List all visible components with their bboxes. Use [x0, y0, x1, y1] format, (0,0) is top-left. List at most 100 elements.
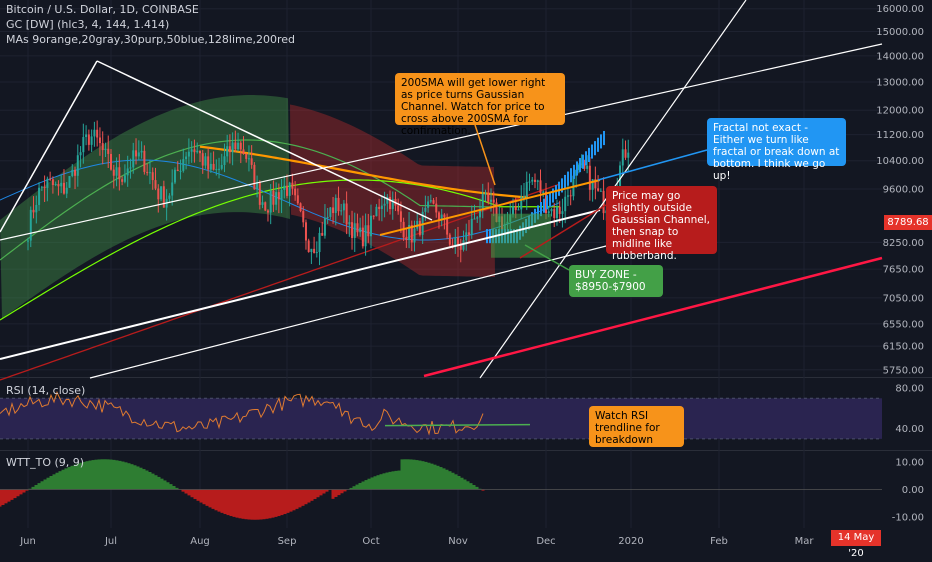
buy-zone-callout[interactable]: BUY ZONE - $8950-$7900: [569, 265, 663, 297]
candle-body: [534, 179, 536, 182]
candle-body: [256, 182, 259, 190]
chart-title: Bitcoin / U.S. Dollar, 1D, COINBASE: [6, 3, 199, 16]
moving-averages-legend[interactable]: MAs 9orange,20gray,30purp,50blue,128lime…: [6, 33, 296, 46]
candle-body: [49, 178, 52, 180]
price-tick-label: 14000.00: [876, 51, 924, 62]
candle-body: [437, 212, 440, 220]
candle-body: [294, 188, 297, 196]
candle-body: [277, 192, 280, 200]
red-trend-line: [423, 256, 883, 378]
chart-canvas[interactable]: 16000.00 15000.00 14000.00 13000.00 12000.00…: [0, 0, 932, 550]
rsi-line: [0, 391, 484, 436]
candle-body: [307, 240, 310, 253]
candle-body: [107, 148, 110, 154]
price-tick-label: 16000.00: [876, 4, 924, 15]
time-axis[interactable]: Jun Jul Aug Sep Oct Nov Dec 2020 Feb Mar: [19, 536, 814, 547]
candle-body: [228, 146, 231, 153]
rsi-callout[interactable]: Watch RSI trendline for breakdown: [589, 406, 684, 447]
candle-body: [272, 190, 275, 205]
candle-body: [215, 168, 218, 170]
candle-body: [539, 180, 542, 193]
rsi-tick-label: 80.00: [895, 384, 924, 395]
price-tick-label: 10400.00: [876, 156, 924, 167]
candle-body: [193, 149, 196, 153]
price-tick-label: 8250.00: [883, 238, 924, 249]
candle-body: [140, 150, 143, 153]
rsi-trendline: [384, 423, 531, 427]
candle-body: [157, 188, 160, 200]
candle-body: [283, 185, 286, 190]
candle-body: [209, 163, 212, 170]
current-price-tag: 8789.68: [884, 215, 932, 230]
sma200-callout[interactable]: 200SMA will get lower right as price tur…: [395, 73, 565, 137]
outside-pointer: [519, 204, 607, 259]
candle-body: [528, 181, 531, 183]
candle-body: [250, 158, 253, 165]
candle-body: [566, 195, 569, 197]
candle-body: [569, 195, 572, 197]
candle-body: [76, 155, 79, 176]
candle-body: [253, 164, 256, 190]
triangle-left-line: [0, 60, 98, 233]
candle-body: [514, 206, 517, 211]
candle-body: [204, 156, 207, 166]
wtt-legend[interactable]: WTT_TO (9, 9): [6, 456, 85, 469]
candle-body: [542, 191, 545, 193]
candle-body: [624, 149, 627, 158]
candle-body: [408, 224, 411, 241]
rsi-legend[interactable]: RSI (14, close): [6, 384, 86, 397]
candle-body: [98, 137, 101, 144]
candle-body: [62, 182, 65, 194]
gaussian-channel: [0, 95, 497, 319]
candle-body: [154, 180, 157, 189]
candle-body: [82, 137, 85, 153]
candle-body: [583, 163, 586, 169]
candle-body: [269, 190, 272, 213]
candle-body: [564, 196, 567, 212]
price-axis[interactable]: 16000.00 15000.00 14000.00 13000.00 12000.00…: [876, 4, 924, 523]
candle-body: [588, 165, 591, 190]
candle-body: [234, 142, 237, 150]
candle-body: [361, 227, 364, 247]
upper-channel-line: [0, 43, 883, 241]
candle-body: [151, 172, 154, 181]
candle-body: [54, 183, 57, 186]
candle-body: [60, 182, 63, 187]
candle-body: [383, 203, 386, 206]
candle-body: [389, 196, 392, 210]
candle-body: [364, 225, 367, 247]
candle-body: [481, 193, 484, 211]
candle-body: [27, 240, 29, 242]
candle-body: [160, 186, 163, 200]
candle-body: [457, 237, 459, 246]
candle-body: [597, 188, 600, 191]
gaussian-channel-legend[interactable]: GC [DW] (hlc3, 4, 144, 1.414): [6, 18, 170, 31]
candle-body: [304, 222, 307, 241]
candle-body: [468, 232, 470, 235]
time-tick-label: Mar: [795, 536, 815, 547]
wtt-tick-label: 0.00: [902, 485, 924, 496]
candle-body: [525, 181, 528, 197]
candle-body: [561, 211, 564, 214]
candle-body: [291, 182, 294, 189]
candle-body: [207, 156, 210, 170]
gaussian-midline: [0, 139, 497, 261]
candle-body: [104, 148, 107, 151]
candle-body: [313, 248, 316, 253]
ma-200-red: [0, 183, 561, 381]
outside-channel-callout[interactable]: Price may go slightly outside Gaussian C…: [606, 186, 717, 262]
candle-body: [580, 163, 583, 165]
ma-9-orange: [199, 145, 529, 199]
candle-body: [440, 214, 443, 220]
candle-body: [356, 223, 359, 233]
candle-body: [448, 234, 451, 245]
candle-body: [101, 143, 104, 151]
candle-body: [85, 134, 88, 138]
candle-body: [558, 206, 561, 214]
candle-body: [146, 171, 149, 173]
candle-body: [110, 153, 112, 170]
candle-body: [405, 237, 408, 241]
candle-body: [380, 205, 383, 210]
candle-body: [476, 217, 479, 219]
fractal-callout[interactable]: Fractal not exact - Either we turn like …: [707, 118, 846, 182]
